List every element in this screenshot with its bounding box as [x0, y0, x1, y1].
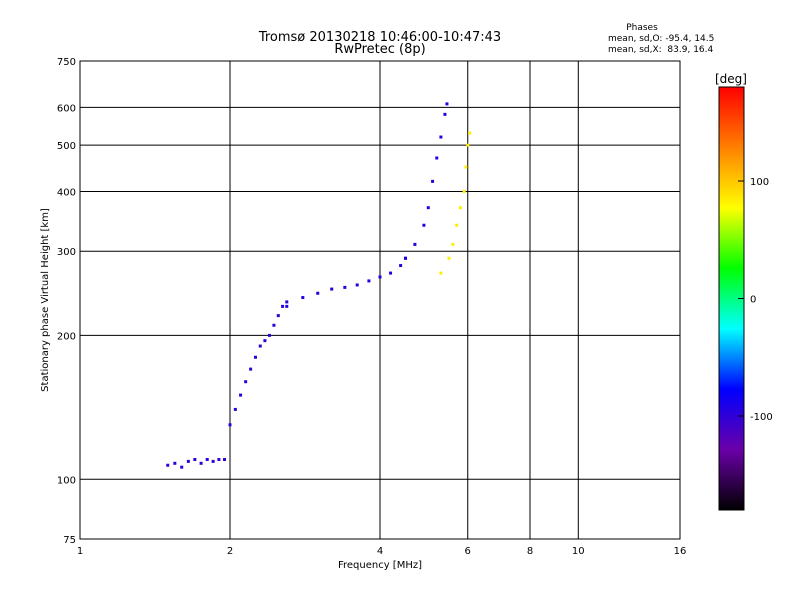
data-point	[258, 344, 262, 348]
x-tick-label: 16	[674, 546, 687, 557]
colorbar-ticks: 100 0 -100	[738, 177, 773, 423]
y-tick-label: 300	[57, 247, 76, 258]
y-tick-label: 750	[57, 57, 76, 68]
colorbar-tick-label: -100	[750, 412, 773, 423]
phase-colorbar: [deg]	[715, 72, 747, 511]
y-tick-labels: 75 100 200 300 400 500 600 750	[57, 57, 76, 546]
data-point	[228, 423, 232, 427]
data-point	[367, 279, 371, 283]
data-point	[343, 285, 347, 289]
data-point	[466, 143, 470, 147]
data-point	[199, 461, 203, 465]
grid	[79, 60, 681, 540]
x-tick-label: 8	[527, 546, 533, 557]
data-point	[316, 291, 320, 295]
data-point	[389, 271, 393, 275]
colorbar-label: [deg]	[715, 72, 747, 86]
y-tick-label: 600	[57, 103, 76, 114]
data-point	[272, 323, 276, 327]
phase-stats-o: mean, sd,O: -95.4, 14.5	[608, 34, 714, 44]
data-point	[253, 355, 257, 359]
data-point	[301, 296, 305, 300]
data-point	[355, 283, 359, 287]
data-point	[233, 407, 237, 411]
data-point	[249, 367, 253, 371]
data-points	[166, 102, 472, 469]
colorbar-tick-label: 100	[750, 177, 769, 188]
x-tick-label: 10	[572, 546, 585, 557]
data-point	[445, 102, 449, 106]
data-point	[263, 339, 267, 343]
data-point	[468, 131, 472, 135]
data-point	[431, 179, 435, 183]
data-point	[462, 189, 466, 193]
data-point	[239, 393, 243, 397]
y-tick-label: 100	[57, 475, 76, 486]
data-point	[426, 206, 430, 210]
data-point	[458, 206, 462, 210]
y-tick-label: 500	[57, 141, 76, 152]
data-point	[205, 457, 209, 461]
x-tick-labels: 1 2 4 6 8 10 16	[77, 546, 687, 557]
data-point	[180, 465, 184, 469]
data-point	[443, 112, 447, 116]
data-point	[276, 314, 280, 318]
data-point	[435, 156, 439, 160]
data-point	[413, 242, 417, 246]
data-point	[267, 333, 271, 337]
data-point	[439, 271, 443, 275]
data-point	[439, 135, 443, 139]
data-point	[186, 459, 190, 463]
data-point	[193, 457, 197, 461]
data-point	[378, 275, 382, 279]
data-point	[422, 223, 426, 227]
data-point	[285, 304, 289, 308]
y-tick-label: 200	[57, 331, 76, 342]
data-point	[403, 256, 407, 260]
data-point	[455, 223, 459, 227]
data-point	[330, 287, 334, 291]
y-tick-label: 400	[57, 187, 76, 198]
x-tick-label: 4	[377, 546, 383, 557]
phase-stats-x: mean, sd,X: 83.9, 16.4	[608, 45, 714, 55]
chart-title: Tromsø 20130218 10:46:00-10:47:43	[258, 30, 501, 45]
plot-frame	[79, 60, 681, 540]
x-tick-label: 6	[465, 546, 471, 557]
phase-stats-heading: Phases	[626, 23, 658, 33]
data-point	[464, 165, 468, 169]
x-tick-label: 1	[77, 546, 83, 557]
data-point	[173, 461, 177, 465]
y-axis-label: Stationary phase Virtual Height [km]	[40, 208, 51, 392]
data-point	[244, 380, 248, 384]
data-point	[399, 264, 403, 268]
data-point	[281, 304, 285, 308]
data-point	[223, 457, 227, 461]
chart-subtitle: RwPretec (8p)	[334, 42, 425, 57]
colorbar-tick-label: 0	[750, 295, 756, 306]
data-point	[217, 457, 221, 461]
data-point	[285, 300, 289, 304]
data-point	[451, 242, 455, 246]
y-tick-label: 75	[63, 535, 76, 546]
x-tick-label: 2	[227, 546, 233, 557]
data-point	[166, 463, 170, 467]
data-point	[447, 256, 451, 260]
x-axis-label: Frequency [MHz]	[338, 560, 422, 571]
data-point	[211, 459, 215, 463]
